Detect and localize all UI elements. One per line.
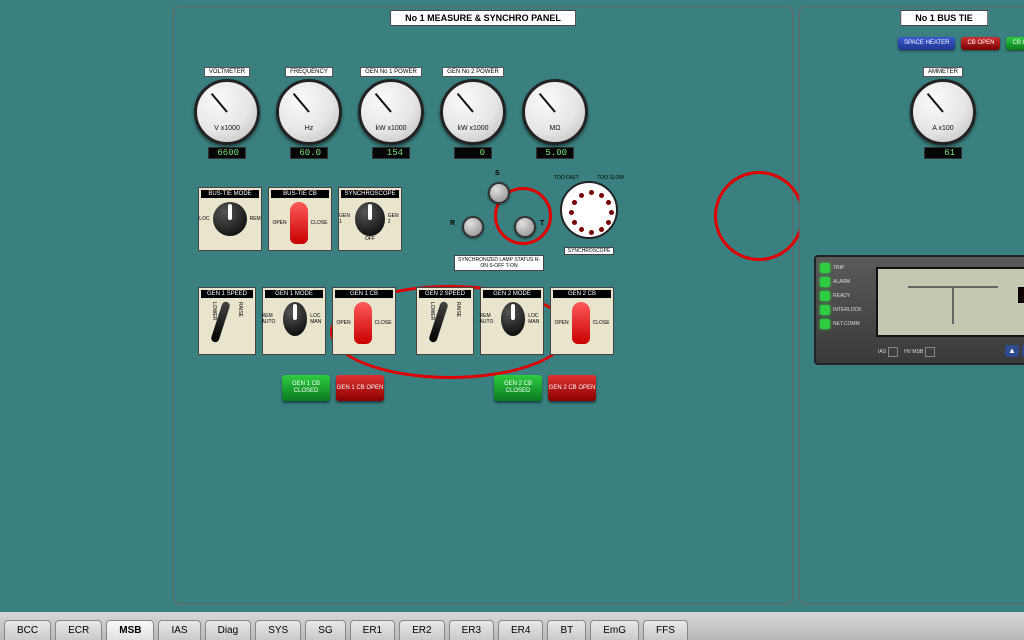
panel-title: No 1 BUS TIE <box>900 10 988 26</box>
cb-close-button[interactable]: CB CLOSE <box>1006 37 1024 50</box>
gauge-dial-icon: V x1000 <box>194 79 260 145</box>
tab-bt[interactable]: BT <box>547 620 586 640</box>
synchroscope-caption: SYNCHROSCOPE <box>564 247 615 255</box>
tab-ffs[interactable]: FFS <box>643 620 688 640</box>
measure-synchro-panel: No 1 MEASURE & SYNCHRO PANEL VOLTMETER V … <box>173 6 793 604</box>
tab-diag[interactable]: Diag <box>205 620 252 640</box>
gauge-dial-icon: kW x1000 <box>358 79 424 145</box>
sync-status-label: SYNCHRONIZED LAMP STATUS R-ON S-OFF T-ON <box>454 255 544 271</box>
knob-icon[interactable] <box>501 302 525 336</box>
led-icon <box>820 305 830 315</box>
gauge-dial-icon: kW x1000 <box>440 79 506 145</box>
space-heater-button[interactable]: SPACE HEATER <box>898 37 955 50</box>
too-slow-label: TOO SLOW <box>597 175 624 181</box>
tab-sys[interactable]: SYS <box>255 620 301 640</box>
too-fast-label: TOO FAST <box>554 175 579 181</box>
tab-er1[interactable]: ER1 <box>350 620 395 640</box>
gauge-0: VOLTMETER V x1000 6600 <box>190 67 264 159</box>
gauge-unit: A x100 <box>913 125 973 132</box>
lcd-screen-icon <box>876 267 1024 337</box>
led-ready: READY <box>820 291 862 301</box>
bus-tie-panel: No 1 BUS TIE SPACE HEATER CB OPEN CB CLO… <box>799 6 1024 604</box>
gauge-4: MΩ 5.00 <box>518 67 592 159</box>
led-icon <box>820 319 830 329</box>
gauge-label: GEN No 1 POWER <box>360 67 422 77</box>
knob-icon[interactable] <box>355 202 385 236</box>
red-handle-icon[interactable] <box>290 202 308 244</box>
lamp-label-r: R <box>450 220 455 227</box>
switch-module[interactable]: BUS-TIE CB OPENCLOSE <box>268 187 332 251</box>
switch-module[interactable]: GEN 2 MODE REM AUTOLOC MAN <box>480 287 544 355</box>
led-icon <box>820 263 830 273</box>
gauge-3: GEN No 2 POWER kW x1000 0 <box>436 67 510 159</box>
cb-open-button[interactable]: CB OPEN <box>961 37 1000 50</box>
led-icon <box>820 291 830 301</box>
tab-er2[interactable]: ER2 <box>399 620 444 640</box>
gauge-readout: 154 <box>372 147 410 159</box>
knob-icon[interactable] <box>283 302 307 336</box>
panel-title: No 1 MEASURE & SYNCHRO PANEL <box>390 10 576 26</box>
switch-module[interactable]: GEN 1 CB OPENCLOSE <box>332 287 396 355</box>
gen2-cb-open-indicator: GEN 2 CB OPEN <box>548 375 596 401</box>
switch-module[interactable]: GEN 1 MODE REM AUTOLOC MAN <box>262 287 326 355</box>
ammeter-readout: 61 <box>924 147 962 159</box>
checkbox-icon <box>925 347 935 357</box>
synchroscope: TOO FAST TOO SLOW SYNCHROSCOPE <box>550 175 628 257</box>
gauge-readout: 0 <box>454 147 492 159</box>
synchroscope-dial-icon <box>560 181 618 239</box>
lcd-reading-kv: 6.600 <box>1018 287 1024 303</box>
switch-module[interactable]: SYNCHROSCOPE GEN 1GEN 2 OFF <box>338 187 402 251</box>
sync-lamp-s-icon <box>488 182 510 204</box>
gauge-1: FREQUENCY Hz 60.0 <box>272 67 346 159</box>
gauge-readout: 5.00 <box>536 147 574 159</box>
led-net.comm: NET.COMM <box>820 319 862 329</box>
lcd-up-button[interactable]: ▲ <box>1005 345 1019 357</box>
switch-module[interactable]: GEN 1 SPEED LOWER RAISE <box>198 287 256 355</box>
tab-msb[interactable]: MSB <box>106 620 154 640</box>
ammeter-gauge-icon: A x100 <box>910 79 976 145</box>
lamp-label-s: S <box>495 170 500 177</box>
gauge-readout: 60.0 <box>290 147 328 159</box>
sync-lamp-r-icon <box>462 216 484 238</box>
gauge-dial-icon: MΩ <box>522 79 588 145</box>
annotation-circle <box>714 171 804 261</box>
tab-er4[interactable]: ER4 <box>498 620 543 640</box>
led-icon <box>820 277 830 287</box>
tab-ias[interactable]: IAS <box>158 620 200 640</box>
gauge-dial-icon: Hz <box>276 79 342 145</box>
led-alarm: ALARM <box>820 277 862 287</box>
gen2-cb-closed-indicator: GEN 2 CB CLOSED <box>494 375 542 401</box>
sync-lamp-t-icon <box>514 216 536 238</box>
tab-bcc[interactable]: BCC <box>4 620 51 640</box>
gauge-2: GEN No 1 POWER kW x1000 154 <box>354 67 428 159</box>
switch-module[interactable]: GEN 2 CB OPENCLOSE <box>550 287 614 355</box>
gauge-label: FREQUENCY <box>285 67 333 77</box>
gauge-label: GEN No 2 POWER <box>442 67 504 77</box>
tab-er3[interactable]: ER3 <box>449 620 494 640</box>
lcd-display: TRIPALARMREADYINTERLOCKNET.COMM 60.8 A 6… <box>814 255 1024 365</box>
gen1-cb-closed-indicator: GEN 1 CB CLOSED <box>282 375 330 401</box>
red-handle-icon[interactable] <box>354 302 372 344</box>
switch-module[interactable]: BUS-TIE MODE LOCREM <box>198 187 262 251</box>
tab-sg[interactable]: SG <box>305 620 345 640</box>
tab-ecr[interactable]: ECR <box>55 620 102 640</box>
ammeter-label: AMMETER <box>923 67 963 77</box>
tab-bar: BCCECRMSBIASDiagSYSSGER1ER2ER3ER4BTEmGFF… <box>0 612 1024 640</box>
gauge-readout: 6600 <box>208 147 246 159</box>
led-trip: TRIP <box>820 263 862 273</box>
tab-emg[interactable]: EmG <box>590 620 639 640</box>
led-interlock: INTERLOCK <box>820 305 862 315</box>
checkbox-icon <box>888 347 898 357</box>
gauge-label: VOLTMETER <box>204 67 250 77</box>
switch-module[interactable]: GEN 2 SPEED LOWER RAISE <box>416 287 474 355</box>
red-handle-icon[interactable] <box>572 302 590 344</box>
lamp-label-t: T <box>540 220 544 227</box>
knob-icon[interactable] <box>213 202 247 236</box>
gen1-cb-open-indicator: GEN 1 CB OPEN <box>336 375 384 401</box>
